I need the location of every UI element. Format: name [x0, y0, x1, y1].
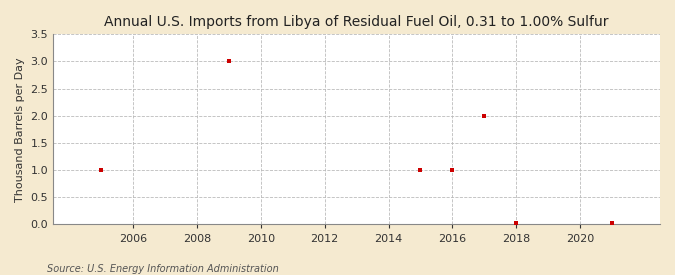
Point	[511, 221, 522, 226]
Point	[223, 59, 234, 64]
Point	[447, 168, 458, 172]
Y-axis label: Thousand Barrels per Day: Thousand Barrels per Day	[15, 57, 25, 202]
Point	[479, 114, 490, 118]
Point	[96, 168, 107, 172]
Point	[607, 221, 618, 226]
Text: Source: U.S. Energy Information Administration: Source: U.S. Energy Information Administ…	[47, 264, 279, 274]
Title: Annual U.S. Imports from Libya of Residual Fuel Oil, 0.31 to 1.00% Sulfur: Annual U.S. Imports from Libya of Residu…	[105, 15, 609, 29]
Point	[415, 168, 426, 172]
